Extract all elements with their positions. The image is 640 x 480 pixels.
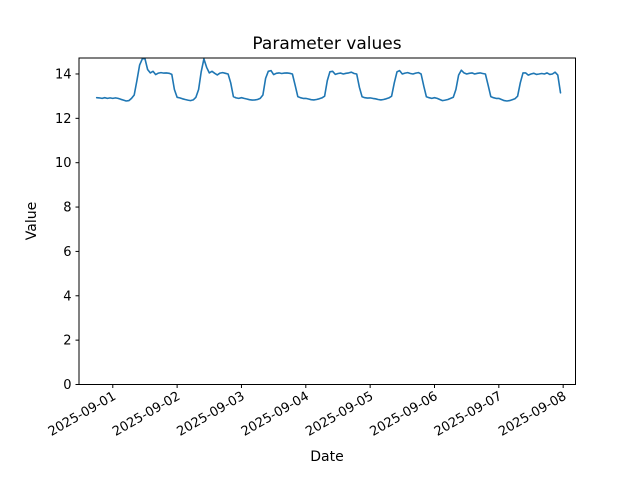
y-tick-label: 6 bbox=[63, 245, 71, 260]
x-tick-label: 2025-09-06 bbox=[368, 389, 441, 440]
y-tick-label: 2 bbox=[63, 334, 71, 349]
y-tick-label: 4 bbox=[63, 289, 71, 304]
x-tick-label: 2025-09-07 bbox=[432, 389, 505, 440]
data-series-line bbox=[95, 57, 562, 102]
plot-frame bbox=[78, 57, 576, 385]
x-tick-label: 2025-09-05 bbox=[303, 389, 376, 440]
x-tick-label: 2025-09-03 bbox=[175, 389, 248, 440]
y-axis-label: Value bbox=[24, 202, 40, 240]
y-tick-label: 8 bbox=[63, 201, 71, 216]
y-tick-label: 0 bbox=[63, 378, 71, 393]
y-tick-label: 10 bbox=[55, 156, 72, 171]
x-tick-label: 2025-09-04 bbox=[239, 389, 312, 440]
y-axis-ticks: 0 2 4 6 8 10 12 14 bbox=[55, 67, 79, 393]
chart-title: Parameter values bbox=[252, 34, 401, 54]
x-tick-label: 2025-09-08 bbox=[496, 389, 569, 440]
x-tick-label: 2025-09-02 bbox=[110, 389, 183, 440]
y-tick-label: 12 bbox=[55, 112, 72, 127]
x-tick-label: 2025-09-01 bbox=[46, 389, 119, 440]
y-tick-label: 14 bbox=[55, 67, 72, 82]
x-axis-ticks: 2025-09-012025-09-022025-09-032025-09-04… bbox=[46, 384, 569, 440]
x-axis-label: Date bbox=[310, 449, 343, 465]
